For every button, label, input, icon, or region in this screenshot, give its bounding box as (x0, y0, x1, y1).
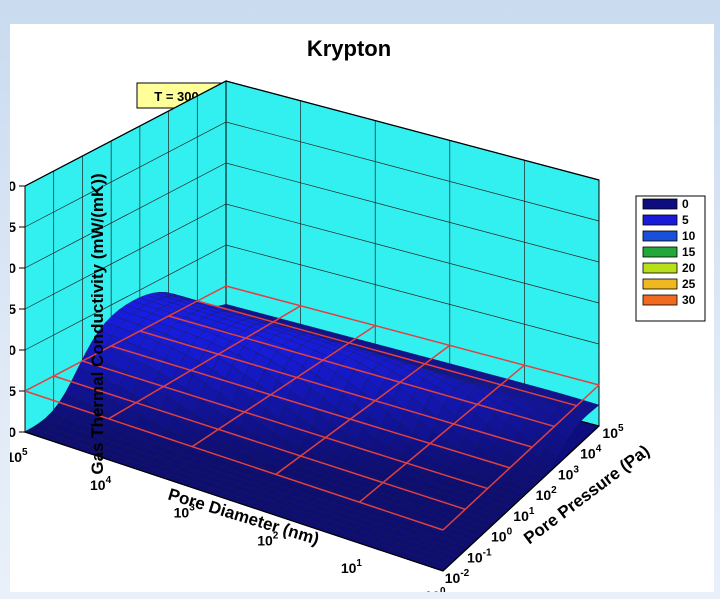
floor-gridline (110, 345, 511, 469)
x-tick-label: 103 (174, 503, 196, 521)
floor-gridline (24, 285, 227, 392)
x-tick-base: 10 (174, 505, 190, 521)
wall-gridline (24, 203, 600, 310)
floor-gridline (358, 364, 525, 503)
x-tick-label: 102 (257, 530, 279, 548)
x-tick-exp: 5 (22, 447, 28, 458)
y-tick-label: 101 (513, 506, 535, 524)
z-axis-label: Gas Thermal Conductivity (mW/(mK)) (88, 173, 107, 474)
y-tick-exp: 3 (573, 464, 579, 475)
y-tick-label: 10-2 (445, 568, 470, 586)
legend-swatch (642, 294, 678, 306)
x-tick-label: 100 (424, 586, 446, 592)
floor-gridline (53, 375, 466, 510)
wall-gridline (24, 121, 600, 228)
x-tick-base: 10 (90, 477, 106, 493)
wall-gridline (24, 244, 600, 351)
legend-label: 10 (682, 229, 696, 243)
y-tick-exp: 4 (596, 444, 602, 455)
legend-swatch (642, 198, 678, 210)
top-edge (24, 80, 600, 187)
y-tick-label: 105 (602, 423, 624, 441)
x-tick-exp: 0 (440, 586, 446, 592)
x-tick-base: 10 (341, 560, 357, 576)
floor-gridline (442, 384, 600, 531)
legend-label: 25 (682, 277, 696, 291)
y-tick-exp: -1 (483, 547, 492, 558)
chart-title: Krypton (307, 36, 391, 61)
legend-swatch (642, 278, 678, 290)
legend-label: 15 (682, 245, 696, 259)
y-tick-exp: 1 (529, 506, 535, 517)
z-tick-label: 20 (10, 260, 16, 276)
x-tick-label: 104 (90, 475, 112, 493)
y-tick-exp: 2 (551, 485, 557, 496)
y-tick-label: 100 (491, 527, 513, 545)
x-tick-exp: 3 (189, 503, 195, 514)
x-tick-base: 10 (257, 532, 273, 548)
y-tick-exp: 5 (618, 423, 624, 434)
y-tick-label: 10-1 (467, 547, 492, 565)
wall-gridline (24, 162, 600, 269)
z-axis-ticks: 0 5 10 15 20 25 30 (0, 178, 25, 440)
y-tick-label: 103 (558, 464, 580, 482)
y-tick-base: 10 (580, 446, 596, 462)
y-tick-base: 10 (602, 425, 618, 441)
y-tick-base: 10 (467, 549, 483, 565)
floor-gridline (139, 330, 533, 448)
x-tick-base: 10 (424, 588, 440, 592)
floor-gridline (82, 360, 488, 490)
legend-swatch (642, 214, 678, 226)
legend-label: 5 (682, 213, 689, 227)
z-tick-label: 15 (10, 301, 16, 317)
z-tick-label: 25 (10, 219, 16, 235)
box-edges (24, 80, 600, 572)
x-tick-exp: 2 (273, 530, 279, 541)
legend-swatch (642, 262, 678, 274)
y-tick-base: 10 (513, 508, 529, 524)
y-tick-exp: 0 (507, 527, 513, 538)
floor-gridline (225, 285, 600, 386)
y-tick-exp: -2 (460, 568, 469, 579)
legend-swatch (642, 230, 678, 242)
floor-gridline (108, 305, 301, 420)
floor-gridline (168, 315, 555, 428)
z-tick-label: 10 (10, 342, 16, 358)
floor-gridline (24, 390, 444, 531)
x-tick-label: 101 (341, 558, 363, 576)
legend-label: 0 (682, 197, 689, 211)
floor-gridline (191, 324, 376, 448)
y-tick-base: 10 (536, 487, 552, 503)
floor-gridline (275, 344, 451, 476)
y-tick-base: 10 (445, 570, 461, 586)
legend-label: 30 (682, 293, 696, 307)
legend-swatch (642, 246, 678, 258)
color-legend: 0 5 10 15 20 25 30 (635, 195, 706, 322)
floor-gridline (197, 300, 577, 407)
y-tick-base: 10 (491, 529, 507, 545)
z-tick-label: 30 (10, 178, 16, 194)
z-tick-label: 0 (10, 424, 16, 440)
y-tick-base: 10 (558, 466, 574, 482)
legend-label: 20 (682, 261, 696, 275)
x-tick-label: 105 (10, 447, 28, 465)
floor-grid (24, 285, 600, 531)
bottom-edge (24, 425, 600, 572)
y-tick-label: 104 (580, 444, 602, 462)
x-tick-exp: 1 (356, 558, 362, 569)
x-tick-base: 10 (10, 449, 22, 465)
x-tick-exp: 4 (106, 475, 112, 486)
y-tick-label: 102 (536, 485, 558, 503)
z-tick-label: 5 (10, 383, 16, 399)
